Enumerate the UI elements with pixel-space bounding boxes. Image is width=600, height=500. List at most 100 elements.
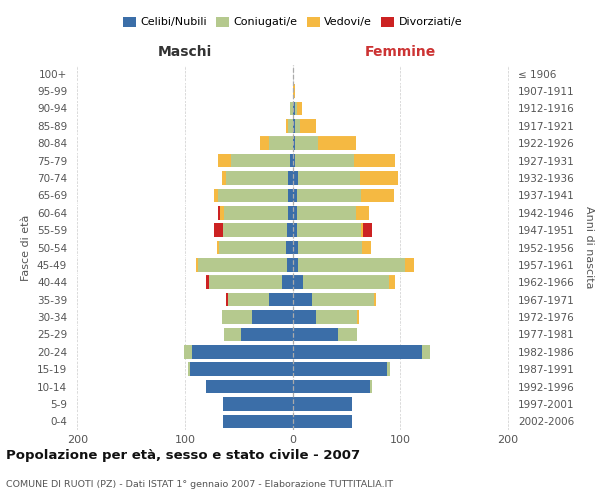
Bar [224, 328, 241, 341]
Bar [406, 258, 414, 272]
Bar [293, 362, 387, 376]
Bar [198, 258, 287, 272]
Bar [196, 258, 198, 272]
Bar [209, 276, 282, 289]
Bar [288, 171, 293, 185]
Bar [312, 293, 374, 306]
Bar [360, 171, 398, 185]
Bar [251, 310, 293, 324]
Bar [293, 293, 312, 306]
Bar [193, 345, 293, 358]
Legend: Celibi/Nubili, Coniugati/e, Vedovi/e, Divorziati/e: Celibi/Nubili, Coniugati/e, Vedovi/e, Di… [118, 12, 467, 32]
Bar [319, 136, 356, 150]
Bar [290, 154, 293, 168]
Text: Popolazione per età, sesso e stato civile - 2007: Popolazione per età, sesso e stato civil… [6, 450, 360, 462]
Bar [422, 345, 430, 358]
Bar [293, 171, 298, 185]
Bar [214, 224, 223, 237]
Bar [297, 188, 361, 202]
Bar [293, 345, 422, 358]
Bar [293, 328, 338, 341]
Bar [269, 293, 293, 306]
Bar [206, 276, 209, 289]
Bar [286, 240, 293, 254]
Bar [223, 397, 293, 410]
Bar [290, 102, 293, 115]
Y-axis label: Fasce di età: Fasce di età [22, 214, 31, 280]
Bar [218, 188, 288, 202]
Bar [293, 240, 298, 254]
Bar [223, 414, 293, 428]
Text: Femmine: Femmine [364, 45, 436, 59]
Bar [226, 293, 228, 306]
Bar [188, 362, 190, 376]
Bar [338, 328, 357, 341]
Bar [303, 276, 389, 289]
Bar [293, 136, 295, 150]
Bar [293, 188, 297, 202]
Bar [293, 310, 316, 324]
Bar [282, 276, 293, 289]
Bar [218, 154, 231, 168]
Bar [293, 154, 295, 168]
Bar [217, 240, 220, 254]
Bar [241, 328, 293, 341]
Text: COMUNE DI RUOTI (PZ) - Dati ISTAT 1° gennaio 2007 - Elaborazione TUTTITALIA.IT: COMUNE DI RUOTI (PZ) - Dati ISTAT 1° gen… [6, 480, 393, 489]
Y-axis label: Anni di nascita: Anni di nascita [584, 206, 594, 289]
Bar [288, 206, 293, 220]
Bar [288, 188, 293, 202]
Bar [295, 102, 297, 115]
Bar [221, 171, 226, 185]
Bar [298, 171, 360, 185]
Bar [214, 188, 218, 202]
Bar [297, 224, 361, 237]
Bar [206, 380, 293, 394]
Bar [298, 258, 406, 272]
Bar [184, 345, 193, 358]
Bar [293, 224, 297, 237]
Bar [220, 240, 286, 254]
Bar [362, 240, 371, 254]
Bar [293, 206, 297, 220]
Bar [288, 119, 293, 132]
Bar [287, 224, 293, 237]
Bar [293, 397, 352, 410]
Bar [364, 224, 372, 237]
Bar [224, 206, 288, 220]
Bar [220, 206, 224, 220]
Bar [293, 276, 303, 289]
Bar [387, 362, 391, 376]
Bar [354, 154, 395, 168]
Bar [295, 119, 300, 132]
Bar [374, 293, 376, 306]
Bar [286, 119, 288, 132]
Bar [293, 84, 295, 98]
Bar [226, 171, 288, 185]
Bar [293, 380, 370, 394]
Bar [370, 380, 372, 394]
Bar [356, 206, 369, 220]
Bar [190, 362, 293, 376]
Bar [269, 136, 293, 150]
Bar [295, 136, 319, 150]
Bar [223, 224, 287, 237]
Bar [298, 240, 362, 254]
Bar [231, 154, 290, 168]
Bar [297, 206, 356, 220]
Bar [218, 206, 220, 220]
Bar [357, 310, 359, 324]
Bar [228, 293, 269, 306]
Bar [293, 258, 298, 272]
Bar [361, 188, 394, 202]
Bar [287, 258, 293, 272]
Bar [297, 102, 302, 115]
Bar [361, 224, 364, 237]
Bar [293, 414, 352, 428]
Text: Maschi: Maschi [158, 45, 212, 59]
Bar [389, 276, 395, 289]
Bar [293, 119, 295, 132]
Bar [300, 119, 316, 132]
Bar [295, 154, 354, 168]
Bar [221, 310, 251, 324]
Bar [316, 310, 357, 324]
